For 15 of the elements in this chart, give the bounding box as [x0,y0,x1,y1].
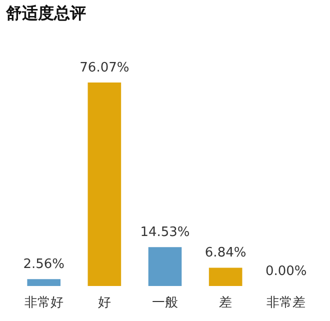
data-label: 76.07% [80,60,130,76]
data-label: 0.00% [265,264,307,279]
data-label: 6.84% [204,246,246,261]
bar [27,279,61,286]
data-label: 14.53% [140,225,190,240]
x-tick-label: 非常差 [266,296,306,310]
bar [88,82,122,286]
chart-title: 舒适度总评 [5,4,86,23]
bar [148,247,182,286]
bar [208,268,242,286]
x-tick-label: 非常好 [24,296,64,310]
x-tick-label: 差 [219,296,232,310]
x-tick-label: 一般 [152,296,178,310]
x-tick-label: 好 [98,296,111,310]
data-label: 2.56% [23,257,65,272]
